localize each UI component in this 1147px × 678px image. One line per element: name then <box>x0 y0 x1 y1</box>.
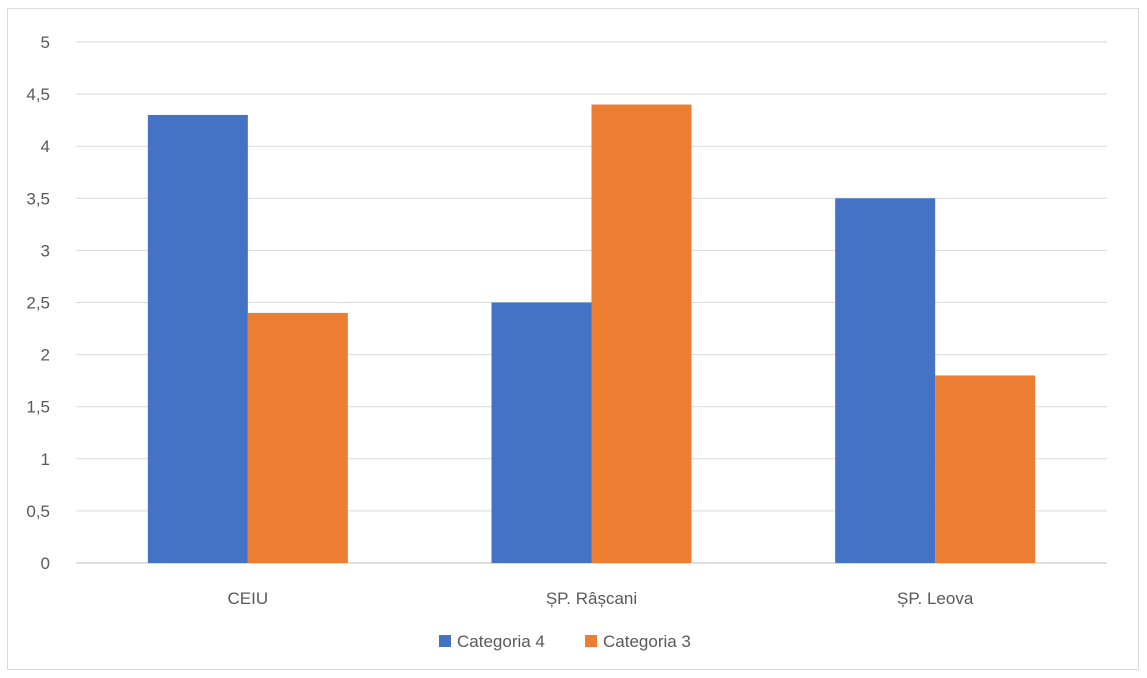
bar-categoria-4 <box>835 198 936 564</box>
legend-swatch <box>439 635 451 647</box>
y-tick-label: 3 <box>41 241 50 260</box>
bar-categoria-3 <box>935 375 1036 563</box>
y-tick-label: 3,5 <box>26 189 50 208</box>
bar-categoria-3 <box>247 312 348 563</box>
bar-categoria-3 <box>591 104 692 564</box>
y-tick-label: 2,5 <box>26 294 50 313</box>
y-tick-label: 1 <box>41 450 50 469</box>
y-tick-label: 1,5 <box>26 398 50 417</box>
x-tick-label: CEIU <box>228 589 269 608</box>
legend-label: Categoria 4 <box>457 632 545 651</box>
y-tick-label: 2 <box>41 346 50 365</box>
x-tick-label: ȘP. Râșcani <box>546 589 637 608</box>
bar-categoria-4 <box>147 114 248 563</box>
legend-label: Categoria 3 <box>603 632 691 651</box>
y-tick-label: 0,5 <box>26 502 50 521</box>
y-tick-label: 4 <box>41 137 50 156</box>
legend-swatch <box>585 635 597 647</box>
y-tick-label: 5 <box>41 33 50 52</box>
y-tick-label: 0 <box>41 554 50 573</box>
bar-categoria-4 <box>491 302 592 563</box>
y-tick-label: 4,5 <box>26 85 50 104</box>
x-tick-label: ȘP. Leova <box>897 589 974 608</box>
